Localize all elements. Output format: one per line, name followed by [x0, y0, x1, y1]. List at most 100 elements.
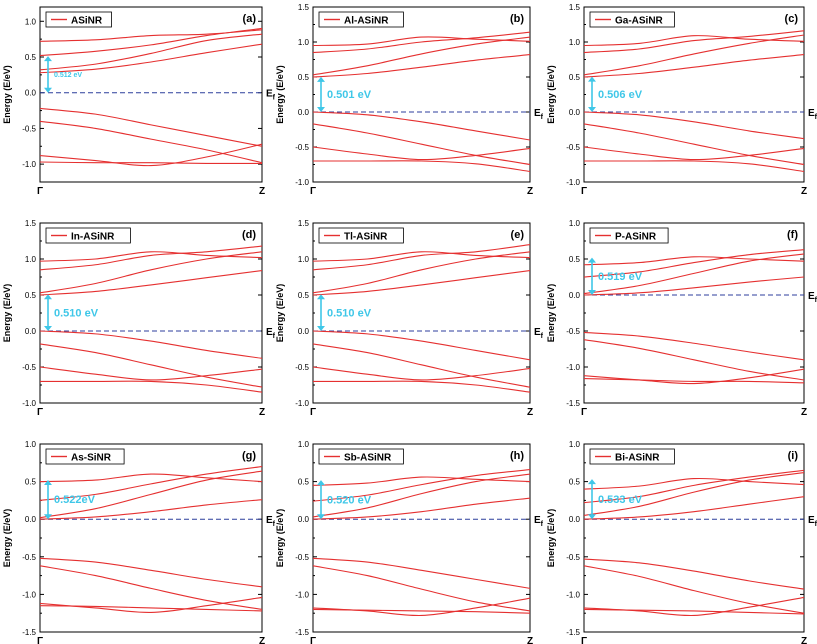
- gap-arrowhead-bottom: [44, 514, 52, 520]
- y-tick-label: 1.5: [298, 219, 310, 228]
- gap-arrowhead-bottom: [588, 107, 596, 112]
- y-tick-label: -1.0: [22, 160, 36, 169]
- band-line-v4: [313, 608, 530, 614]
- panel-label: (h): [510, 450, 524, 462]
- y-tick-label: -0.5: [295, 143, 309, 152]
- y-tick-label: 0.5: [298, 73, 310, 82]
- band-line-c2: [40, 33, 262, 71]
- y-tick-label: -1.0: [295, 178, 309, 187]
- x-tick-label-gamma: Γ: [310, 407, 316, 418]
- band-line-v2: [313, 123, 530, 166]
- y-tick-label: 1.0: [25, 17, 37, 26]
- bands: [313, 31, 530, 173]
- bands: [584, 469, 804, 617]
- x-tick-label-gamma: Γ: [310, 186, 316, 197]
- gap-arrowhead-top: [44, 56, 52, 62]
- bands: [313, 469, 530, 617]
- band-line-c3: [40, 245, 262, 271]
- gap-value-label: 0.510 eV: [54, 307, 99, 319]
- band-line-c3: [313, 469, 530, 502]
- y-tick-label: -1.5: [22, 628, 36, 637]
- fermi-label: Ef: [534, 515, 544, 528]
- x-tick-label-z: Z: [527, 407, 533, 418]
- band-line-c4: [313, 36, 530, 47]
- band-line-c1: [40, 269, 262, 296]
- legend-box: [589, 227, 669, 244]
- band-line-c2: [584, 253, 804, 295]
- panel-label: (a): [243, 13, 257, 25]
- gap-arrowhead-bottom: [588, 514, 596, 520]
- band-line-v1: [313, 111, 530, 141]
- legend: As-SiNR: [45, 448, 125, 465]
- band-line-v3: [584, 146, 804, 161]
- gap-arrowhead-top: [317, 294, 325, 300]
- y-tick-label: -0.5: [22, 363, 36, 372]
- panel-label: (d): [242, 229, 256, 241]
- y-axis-label: Energy (E/eV): [275, 284, 285, 343]
- band-line-v3: [313, 366, 530, 381]
- y-tick-label: -0.5: [295, 363, 309, 372]
- band-line-c2: [313, 251, 530, 294]
- band-line-v1: [584, 558, 804, 590]
- legend-box: [589, 448, 675, 465]
- gap-arrowhead-top: [44, 294, 52, 300]
- gap-value-label: 0.501 eV: [327, 89, 372, 101]
- band-line-c3: [584, 249, 804, 278]
- legend-box: [45, 448, 125, 465]
- gap-arrowhead-top: [44, 479, 52, 485]
- band-line-c3: [313, 244, 530, 271]
- band-line-v4: [584, 377, 804, 384]
- gap-value-label: 0.522eV: [54, 494, 96, 506]
- gap-arrowhead-top: [588, 479, 596, 485]
- plot-frame: [39, 6, 263, 183]
- y-tick-label: 1.0: [25, 440, 37, 449]
- legend: P-ASiNR: [589, 227, 669, 244]
- y-tick-label: -0.5: [295, 553, 309, 562]
- panel-d: -1.0 -0.5 0.0 0.5 1.0 1.5 Γ Z Energy (E/eV) Ef In-…: [2, 219, 276, 418]
- y-tick-label: 0.0: [569, 515, 581, 524]
- gap-arrowhead-bottom: [317, 107, 325, 112]
- panel-e: -1.0 -0.5 0.0 0.5 1.0 1.5 Γ Z Energy (E/eV) Ef Tl-…: [275, 219, 544, 418]
- y-tick-label: 1.0: [298, 255, 310, 264]
- y-tick-label: 1.0: [298, 38, 310, 47]
- gap-arrowhead-bottom: [44, 326, 52, 331]
- band-line-v4: [313, 160, 530, 173]
- gap-value-label: 0.512 eV: [54, 72, 82, 79]
- band-line-v2: [40, 343, 262, 388]
- band-line-c2: [584, 34, 804, 76]
- y-axis-label: Energy (E/eV): [546, 284, 556, 343]
- panel-c: -1.0 -0.5 0.0 0.5 1.0 1.5 Γ Z Energy (E/eV) Ef Ga-…: [546, 3, 817, 197]
- y-tick-label: -1.0: [566, 178, 580, 187]
- band-line-c3: [584, 30, 804, 54]
- legend-box: [318, 11, 404, 28]
- legend-box: [318, 448, 404, 465]
- band-line-v4: [40, 605, 262, 612]
- band-line-v4: [584, 608, 804, 615]
- gap-value-label: 0.506 eV: [598, 89, 643, 101]
- x-tick-label-gamma: Γ: [310, 636, 316, 644]
- fermi-label: Ef: [266, 89, 276, 102]
- x-tick-label-z: Z: [801, 636, 807, 644]
- band-line-v3: [584, 368, 804, 385]
- y-tick-label: 0.0: [25, 515, 37, 524]
- legend-label: Tl-ASiNR: [344, 232, 388, 243]
- panel-f: -1.5 -1.0 -0.5 0.0 0.5 1.0 Γ Z Energy (E/eV) Ef P-…: [546, 219, 817, 418]
- y-tick-label: -0.5: [22, 124, 36, 133]
- fermi-label: Ef: [808, 108, 817, 121]
- y-tick-label: -1.5: [566, 628, 580, 637]
- y-tick-label: 0.0: [298, 327, 310, 336]
- band-line-c4: [584, 477, 804, 490]
- legend: Al-ASiNR: [318, 11, 404, 28]
- gap-arrowhead-bottom: [317, 514, 325, 520]
- y-tick-label: 0.0: [298, 515, 310, 524]
- panel-label: (b): [510, 13, 524, 25]
- y-axis-label: Energy (E/eV): [275, 65, 285, 124]
- band-line-c4: [40, 29, 262, 42]
- y-tick-label: -1.0: [295, 590, 309, 599]
- y-axis-label: Energy (E/eV): [2, 65, 12, 124]
- y-tick-label: 1.5: [298, 3, 310, 12]
- y-tick-label: -1.0: [295, 399, 309, 408]
- y-tick-label: -0.5: [22, 553, 36, 562]
- band-line-v2: [584, 565, 804, 614]
- band-line-v4: [40, 161, 262, 165]
